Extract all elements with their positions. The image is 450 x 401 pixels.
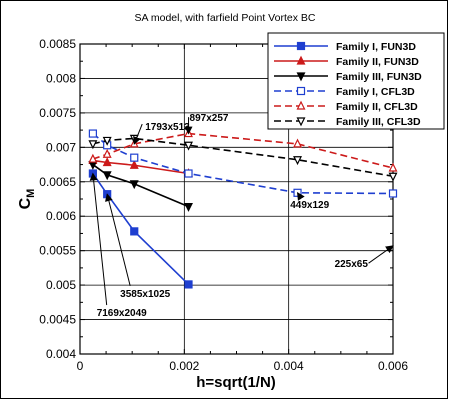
y-tick-labels: 0.004 0.0045 0.005 0.0055 0.006 0.0065 0.007 0.… (39, 37, 76, 361)
legend-entry: Family I, FUN3D (336, 41, 416, 53)
y-tick-label: 0.0085 (39, 37, 76, 51)
data-point (88, 140, 98, 150)
data-point (388, 172, 398, 182)
chart-title: SA model, with farfield Point Vortex BC (135, 12, 316, 24)
annotation-label: 449x129 (290, 200, 329, 211)
data-point (388, 162, 398, 172)
y-tick-label: 0.007 (46, 140, 76, 154)
annotation-arrow (133, 123, 143, 145)
y-tick-label: 0.004 (46, 347, 76, 361)
x-tick-labels: 0 0.002 0.004 0.006 (77, 359, 409, 373)
series-6 (88, 134, 398, 182)
data-point (184, 280, 193, 289)
annotation-arrow (368, 245, 394, 264)
x-tick-label: 0.006 (378, 359, 408, 373)
x-tick-label: 0 (77, 359, 84, 373)
series-1 (88, 169, 193, 289)
data-point (102, 148, 112, 158)
data-point (184, 169, 193, 178)
annotation-arrow (89, 172, 108, 306)
series-line (92, 159, 189, 175)
series-line (92, 163, 189, 208)
y-tick-label: 0.0055 (39, 244, 76, 258)
y-axis-label-main: C (17, 197, 34, 209)
data-point (88, 153, 98, 163)
data-point (129, 180, 139, 190)
data-point (130, 153, 139, 162)
x-tick-label: 0.004 (274, 359, 304, 373)
legend-entry: Family III, CFL3D (336, 116, 421, 128)
data-point (102, 171, 112, 181)
data-point (88, 129, 97, 138)
annotation-label: 7169x2049 (97, 308, 147, 319)
y-tick-label: 0.006 (46, 209, 76, 223)
legend-entry: Family I, CFL3D (336, 86, 415, 98)
y-tick-label: 0.008 (46, 71, 76, 85)
data-point (296, 86, 306, 96)
x-tick-label: 0.002 (169, 359, 199, 373)
legend: Family I, FUN3D Family II, FUN3D Family II… (267, 32, 445, 130)
data-point (296, 41, 306, 51)
annotation-arrow (105, 193, 131, 286)
annotation-arrow (296, 191, 305, 201)
series-3 (88, 160, 193, 212)
svg-text:CM: CM (17, 189, 37, 210)
y-tick-label: 0.0075 (39, 106, 76, 120)
data-point (296, 100, 306, 110)
data-point (130, 227, 139, 236)
y-tick-label: 0.0065 (39, 175, 76, 189)
data-point (102, 136, 112, 146)
annotation-label: 225x65 (335, 259, 369, 270)
data-point (293, 138, 303, 148)
y-tick-label: 0.0045 (39, 313, 76, 327)
series-line (92, 173, 190, 285)
data-point (296, 117, 306, 127)
data-point (388, 189, 398, 198)
annotation-label: 3585x1025 (120, 289, 170, 300)
legend-entry: Family II, FUN3D (336, 56, 419, 68)
data-point (296, 55, 306, 65)
data-point (184, 202, 193, 212)
data-point (102, 157, 112, 167)
series-5 (88, 128, 398, 172)
y-axis-label-sub: M (25, 189, 37, 198)
data-point (296, 72, 306, 82)
legend-entry: Family II, CFL3D (336, 101, 418, 113)
annotation-label: 1793x513 (145, 122, 190, 133)
legend-entry: Family III, FUN3D (336, 71, 422, 83)
y-tick-label: 0.005 (46, 278, 76, 292)
data-point (129, 159, 139, 169)
y-axis-label: CM (17, 189, 37, 210)
annotation-label: 897x257 (190, 113, 229, 124)
data-point (293, 156, 303, 166)
data-point (184, 141, 193, 151)
x-axis-label: h=sqrt(1/N) (196, 374, 276, 391)
